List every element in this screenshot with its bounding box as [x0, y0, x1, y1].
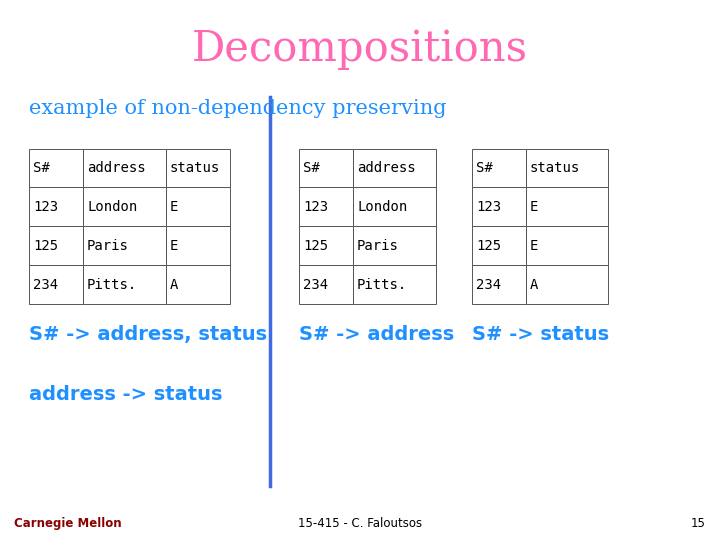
Text: A: A	[530, 278, 539, 292]
Text: 125: 125	[33, 239, 58, 253]
Bar	[353, 226, 436, 265]
Bar	[299, 148, 353, 187]
Text: S# -> status: S# -> status	[472, 325, 608, 345]
Text: 234: 234	[476, 278, 501, 292]
Text: S#: S#	[33, 161, 50, 175]
Text: S# -> address: S# -> address	[299, 325, 454, 345]
Bar	[83, 187, 166, 226]
Text: Paris: Paris	[87, 239, 129, 253]
Text: 15-415 - C. Faloutsos: 15-415 - C. Faloutsos	[298, 517, 422, 530]
Text: Decompositions: Decompositions	[192, 28, 528, 70]
Text: address -> status: address -> status	[29, 384, 222, 404]
Text: 15: 15	[690, 517, 706, 530]
Text: 125: 125	[476, 239, 501, 253]
Bar	[166, 148, 230, 187]
Text: 123: 123	[33, 200, 58, 214]
Bar	[29, 148, 83, 187]
Bar	[526, 265, 608, 304]
Bar	[299, 265, 353, 304]
Bar	[83, 148, 166, 187]
Bar	[472, 187, 526, 226]
Text: 125: 125	[303, 239, 328, 253]
Text: S#: S#	[476, 161, 492, 175]
Bar	[353, 148, 436, 187]
Bar	[353, 265, 436, 304]
Text: 123: 123	[476, 200, 501, 214]
Text: address: address	[87, 161, 145, 175]
Text: status: status	[530, 161, 580, 175]
Bar	[472, 226, 526, 265]
Bar	[29, 187, 83, 226]
Text: Carnegie Mellon: Carnegie Mellon	[14, 517, 122, 530]
Bar	[83, 265, 166, 304]
Text: Pitts.: Pitts.	[87, 278, 138, 292]
Bar	[83, 226, 166, 265]
Text: E: E	[530, 200, 539, 214]
Text: London: London	[87, 200, 138, 214]
Text: 234: 234	[303, 278, 328, 292]
Text: S# -> address, status: S# -> address, status	[29, 325, 267, 345]
Bar	[166, 226, 230, 265]
Text: E: E	[170, 200, 179, 214]
Bar	[526, 226, 608, 265]
Bar	[29, 226, 83, 265]
Text: Pitts.: Pitts.	[357, 278, 408, 292]
Text: address: address	[357, 161, 415, 175]
Bar	[299, 187, 353, 226]
Bar	[472, 265, 526, 304]
Text: London: London	[357, 200, 408, 214]
Bar	[526, 187, 608, 226]
Text: E: E	[170, 239, 179, 253]
Text: Paris: Paris	[357, 239, 399, 253]
Bar	[299, 226, 353, 265]
Text: example of non-dependency preserving: example of non-dependency preserving	[29, 98, 446, 118]
Text: A: A	[170, 278, 179, 292]
Bar	[166, 265, 230, 304]
Text: S#: S#	[303, 161, 320, 175]
Bar	[29, 265, 83, 304]
Bar	[472, 148, 526, 187]
Bar	[526, 148, 608, 187]
Text: 234: 234	[33, 278, 58, 292]
Text: E: E	[530, 239, 539, 253]
Bar	[353, 187, 436, 226]
Bar	[166, 187, 230, 226]
Text: 123: 123	[303, 200, 328, 214]
Text: status: status	[170, 161, 220, 175]
